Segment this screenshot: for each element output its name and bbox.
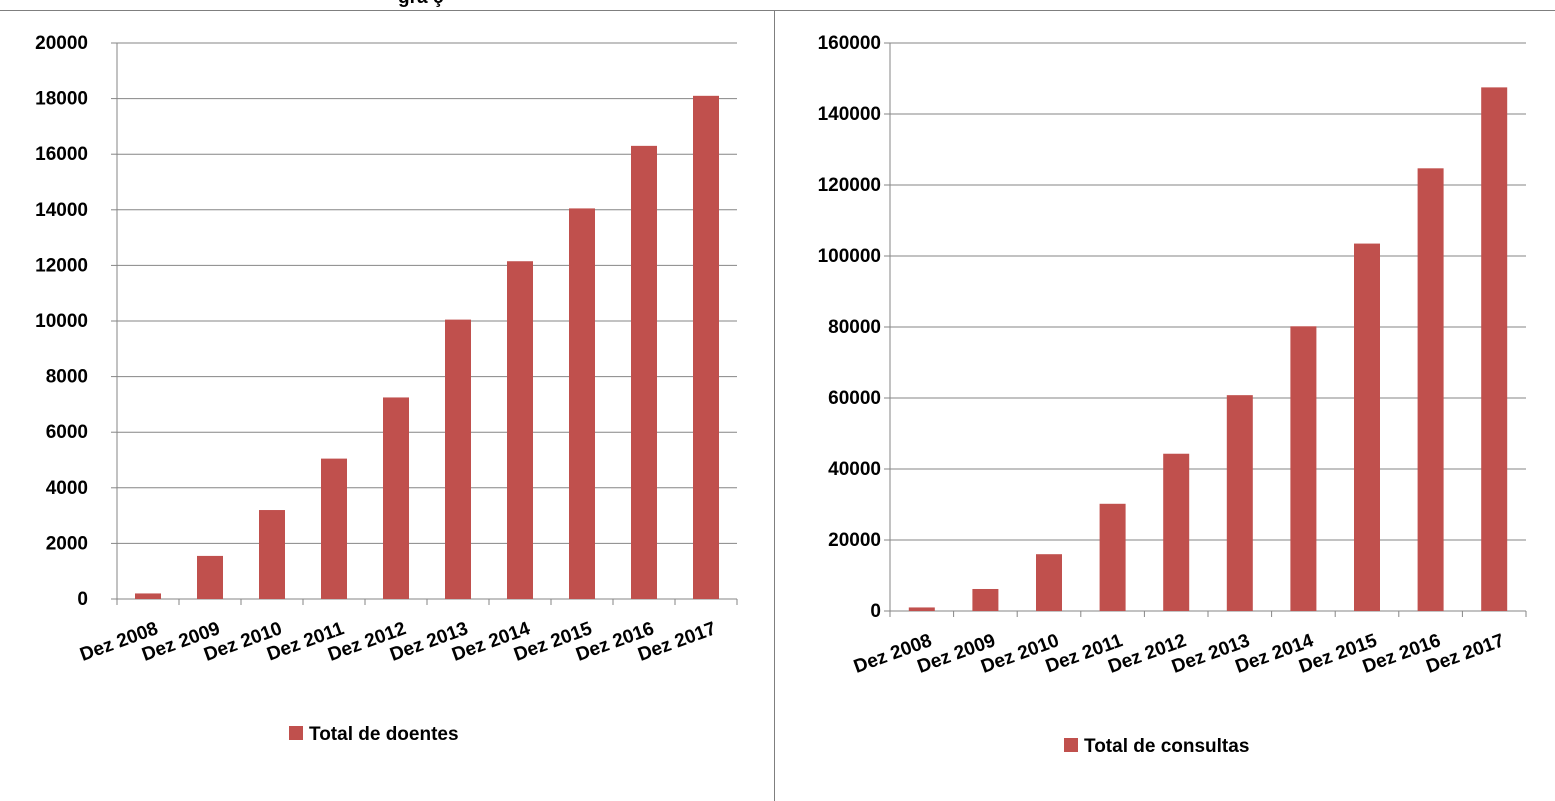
bar	[1036, 554, 1062, 611]
legend-label: Total de consultas	[1084, 736, 1249, 757]
bar	[507, 261, 533, 599]
y-tick-label: 60000	[828, 388, 881, 409]
consultations-bar-chart: 0 20000 40000 60000 80000 100000 120000 140000 1…	[818, 33, 1527, 757]
y-tick-label: 160000	[818, 33, 881, 54]
y-tick-label: 120000	[818, 175, 881, 196]
bar	[321, 458, 347, 599]
y-tick-label: 12000	[35, 255, 88, 276]
y-tick-label: 100000	[818, 246, 881, 267]
y-tick-label: 16000	[35, 144, 88, 165]
y-tick-label: 80000	[828, 317, 881, 338]
bar	[1226, 395, 1253, 611]
bar	[135, 593, 161, 599]
y-tick-label: 20000	[828, 530, 881, 551]
bar	[569, 208, 595, 599]
legend-swatch	[1064, 738, 1078, 752]
bar	[197, 555, 223, 599]
bar	[1290, 326, 1317, 611]
top-border-line	[0, 10, 1555, 11]
y-tick-label: 4000	[46, 478, 88, 499]
bar	[631, 145, 657, 600]
y-tick-label: 18000	[35, 89, 88, 110]
legend-label: Total de doentes	[309, 724, 459, 745]
bar	[259, 510, 285, 599]
y-tick-label: 2000	[46, 533, 88, 554]
y-tick-label: 0	[870, 601, 881, 622]
bar	[1354, 243, 1380, 611]
y-tick-label: 10000	[35, 311, 88, 332]
y-tick-label: 8000	[46, 367, 88, 388]
y-tick-label: 20000	[35, 33, 88, 54]
y-tick-label: 40000	[828, 459, 881, 480]
bar	[908, 607, 935, 611]
legend-swatch	[289, 726, 303, 740]
bar	[972, 588, 999, 611]
y-tick-label: 14000	[35, 200, 88, 221]
bar	[445, 319, 471, 599]
y-tick-label: 0	[77, 589, 88, 610]
bar	[383, 397, 409, 599]
y-tick-label: 6000	[46, 422, 88, 443]
bar	[693, 95, 719, 599]
bar	[1481, 87, 1508, 611]
bar	[1417, 168, 1444, 611]
y-tick-label: 140000	[818, 104, 881, 125]
patients-bar-chart: 0 2000 4000 6000 8000 10000 12000 14000 16000 180…	[35, 33, 738, 745]
panel-divider-line	[774, 10, 775, 801]
bar	[1099, 503, 1126, 611]
clipped-header-text: gra ç	[398, 0, 658, 9]
bar	[1163, 453, 1190, 611]
